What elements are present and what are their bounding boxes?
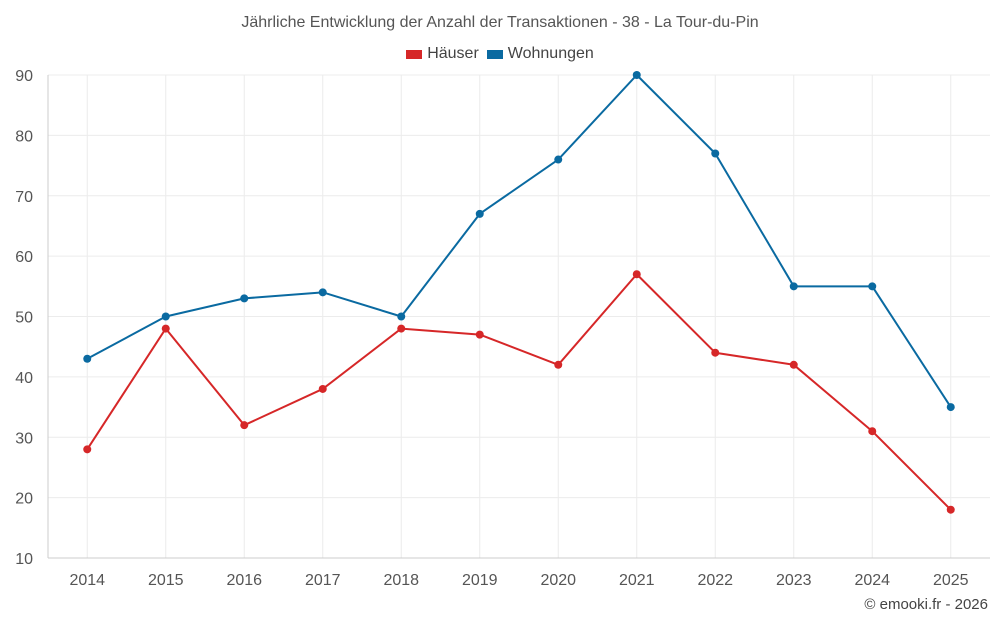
x-tick-label: 2022 <box>697 572 733 589</box>
series-layer <box>83 71 955 514</box>
data-point-wohnungen <box>161 312 170 321</box>
x-tick-label: 2024 <box>854 572 890 589</box>
legend-label-wohnungen: Wohnungen <box>507 45 594 62</box>
data-point-wohnungen <box>632 71 641 79</box>
x-tick-label: 2021 <box>619 572 655 589</box>
credit-text: © emooki.fr - 2026 <box>864 596 988 613</box>
y-tick-label: 60 <box>15 249 33 266</box>
x-tick-label: 2025 <box>933 572 969 589</box>
y-tick-label: 30 <box>15 430 33 447</box>
data-point-haeuser <box>789 360 798 369</box>
data-point-haeuser <box>868 427 877 436</box>
data-point-haeuser <box>711 348 720 357</box>
legend: Häuser Wohnungen <box>0 45 1000 63</box>
x-tick-label: 2014 <box>69 572 105 589</box>
x-tick-label: 2018 <box>383 572 419 589</box>
series-line-haeuser <box>86 273 952 511</box>
x-tick-label: 2015 <box>148 572 184 589</box>
data-point-haeuser <box>946 505 955 514</box>
data-point-haeuser <box>632 270 641 279</box>
data-point-wohnungen <box>240 294 249 303</box>
x-tick-label: 2023 <box>776 572 812 589</box>
data-point-wohnungen <box>397 312 406 321</box>
data-point-wohnungen <box>946 403 955 412</box>
legend-swatch-wohnungen <box>486 49 503 59</box>
data-point-haeuser <box>397 324 406 333</box>
grid <box>48 74 990 558</box>
chart-title: Jährliche Entwicklung der Anzahl der Tra… <box>241 14 759 31</box>
legend-item-wohnungen[interactable]: Wohnungen <box>486 45 594 63</box>
series-line-wohnungen <box>86 74 952 408</box>
y-tick-label: 10 <box>15 551 33 568</box>
y-tick-label: 90 <box>15 68 33 85</box>
y-tick-label: 50 <box>15 310 33 327</box>
y-tick-label: 70 <box>15 189 33 206</box>
legend-swatch-haeuser <box>406 49 423 59</box>
x-tick-label: 2017 <box>305 572 341 589</box>
data-point-haeuser <box>240 421 249 430</box>
x-tick-label: 2016 <box>226 572 262 589</box>
legend-item-haeuser[interactable]: Häuser <box>406 45 479 63</box>
legend-label-haeuser: Häuser <box>427 45 479 62</box>
data-point-wohnungen <box>83 354 92 363</box>
axes: 10 20 30 40 50 60 70 80 90 2014 2015 2016 2017 2018 20… <box>15 68 990 589</box>
y-tick-label: 80 <box>15 128 33 145</box>
data-point-wohnungen <box>789 282 798 291</box>
x-tick-label: 2019 <box>462 572 498 589</box>
data-point-wohnungen <box>711 149 720 158</box>
x-tick-label: 2020 <box>540 572 576 589</box>
data-point-wohnungen <box>554 155 563 164</box>
data-point-haeuser <box>83 445 92 454</box>
data-point-wohnungen <box>475 209 484 218</box>
data-point-wohnungen <box>318 288 327 297</box>
data-point-wohnungen <box>868 282 877 291</box>
y-tick-label: 40 <box>15 370 33 387</box>
data-point-haeuser <box>554 360 563 369</box>
data-point-haeuser <box>161 324 170 333</box>
y-tick-label: 20 <box>15 491 33 508</box>
data-point-haeuser <box>318 384 327 393</box>
data-point-haeuser <box>475 330 484 339</box>
